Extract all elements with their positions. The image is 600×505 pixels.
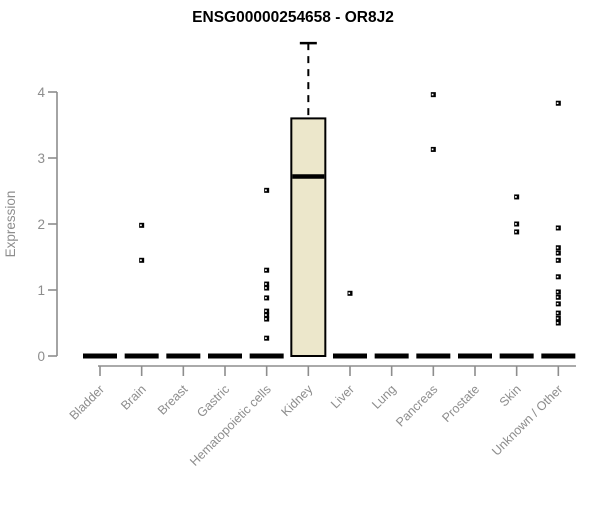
zero-expression-bar: [207, 353, 242, 359]
zero-expression-bar: [416, 353, 451, 359]
outlier-point-hole: [556, 102, 559, 105]
x-tick-label: Liver: [328, 382, 357, 411]
outlier-point-hole: [431, 148, 434, 151]
zero-expression-bar: [332, 353, 367, 359]
x-tick-label: Hematopoietic cells: [187, 382, 274, 469]
chart-title: ENSG00000254658 - OR8J2: [192, 9, 394, 26]
plot-area: 0 1 2 3 4 Expression Bladder Brain Breast Gastric…: [3, 41, 576, 469]
outlier-point-hole: [556, 275, 559, 278]
outlier-point-hole: [556, 302, 559, 305]
x-tick-label: Unknown / Other: [489, 382, 565, 458]
outlier-point-hole: [556, 296, 559, 299]
x-tick-label: Lung: [369, 382, 399, 412]
zero-expression-bar: [249, 353, 284, 359]
zero-expression-bar: [83, 353, 117, 359]
outlier-point-hole: [556, 252, 559, 254]
x-tick-label: Brain: [118, 382, 149, 413]
outlier-point-hole: [265, 283, 267, 285]
outlier-point-hole: [515, 231, 517, 233]
x-tick-label: Pancreas: [393, 382, 440, 429]
y-tick-label: 0: [37, 349, 45, 364]
zero-expression-bar: [457, 353, 492, 359]
outlier-point-hole: [140, 224, 142, 227]
outlier-point-hole: [265, 287, 267, 289]
outlier-point-hole: [265, 297, 267, 299]
outlier-point-hole: [515, 223, 517, 225]
y-tick-label: 1: [37, 283, 45, 298]
x-tick-label: Breast: [155, 382, 191, 418]
zero-expression-bar: [541, 353, 576, 359]
zero-expression-bar: [166, 353, 201, 359]
y-tick-label: 4: [37, 85, 45, 100]
y-axis-title: Expression: [3, 191, 18, 258]
x-tick-label: Kidney: [279, 382, 316, 419]
x-tick-label: Gastric: [194, 382, 232, 420]
zero-expression-bar: [124, 353, 159, 359]
x-tick-label: Skin: [497, 382, 524, 409]
outlier-point-hole: [556, 227, 559, 229]
box-iqr: [290, 117, 327, 358]
outlier-point-hole: [556, 312, 559, 314]
x-tick-label: Prostate: [439, 382, 482, 425]
y-tick-label: 3: [37, 151, 45, 166]
outlier-point-hole: [556, 291, 559, 293]
zero-expression-bar: [374, 353, 409, 359]
outlier-point-hole: [140, 259, 142, 262]
outlier-point-hole: [556, 317, 559, 320]
x-tick-label: Bladder: [67, 382, 107, 422]
outlier-point-hole: [348, 292, 351, 295]
outlier-point-hole: [265, 318, 267, 320]
outlier-point-hole: [265, 310, 267, 312]
outlier-point-hole: [265, 337, 267, 339]
outlier-point-hole: [265, 269, 267, 271]
outlier-point-hole: [265, 189, 267, 192]
zero-expression-bar: [499, 353, 534, 359]
outlier-point-hole: [515, 196, 517, 198]
outlier-point-hole: [556, 322, 559, 324]
outlier-point-hole: [556, 259, 559, 262]
y-tick-label: 2: [37, 217, 45, 232]
outlier-point-hole: [431, 93, 434, 96]
outlier-point-hole: [556, 246, 559, 249]
outlier-point-hole: [265, 314, 267, 316]
